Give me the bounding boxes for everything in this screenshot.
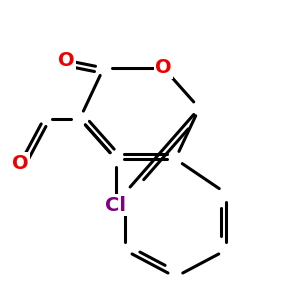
Text: O: O	[12, 154, 28, 173]
Text: O: O	[58, 51, 75, 70]
Text: Cl: Cl	[105, 196, 126, 215]
Text: O: O	[155, 58, 172, 77]
